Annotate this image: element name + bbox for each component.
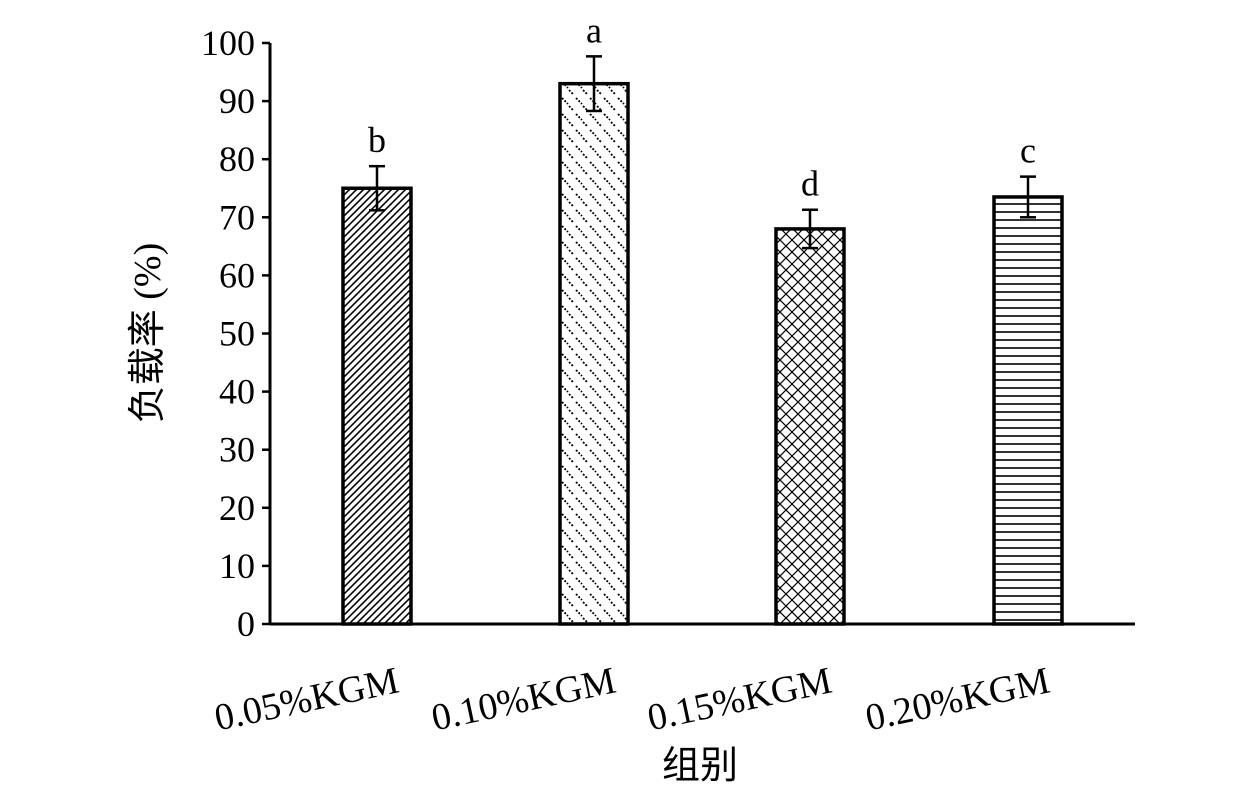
significance-label-d: d [801,164,819,204]
y-tick-label: 0 [237,604,255,644]
y-tick-label: 10 [219,546,255,586]
x-tick-label: 0.20%KGM [862,660,1053,740]
y-tick-label: 60 [219,255,255,295]
bars-group [341,81,1064,626]
bar-0.10%KGM [558,81,630,626]
y-tick-label: 100 [201,23,255,63]
y-tick-label: 30 [219,430,255,470]
y-axis-ticks: 0 10 20 30 40 50 60 70 80 90 100 [201,23,270,644]
x-tick-label: 0.10%KGM [428,660,619,740]
x-axis-tick-labels: 0.05%KGM 0.10%KGM 0.15%KGM 0.20%KGM [211,660,1053,740]
x-axis-title: 组别 [662,745,738,787]
error-bars-group [369,55,1036,250]
y-tick-label: 40 [219,372,255,412]
y-tick-label: 70 [219,197,255,237]
significance-label-c: c [1020,131,1036,171]
bar-0.20%KGM [992,195,1064,626]
y-axis-title: 负载率 (%) [127,243,169,423]
y-tick-label: 50 [219,314,255,354]
bar-0.05%KGM [341,186,413,626]
significance-labels: b a d c [368,10,1036,203]
y-tick-label: 90 [219,81,255,121]
x-tick-label: 0.15%KGM [644,660,835,740]
y-tick-label: 80 [219,139,255,179]
y-tick-label: 20 [219,488,255,528]
x-tick-label: 0.05%KGM [211,660,402,740]
bar-0.15%KGM [774,227,846,626]
significance-label-a: a [586,10,602,50]
significance-label-b: b [368,120,386,160]
